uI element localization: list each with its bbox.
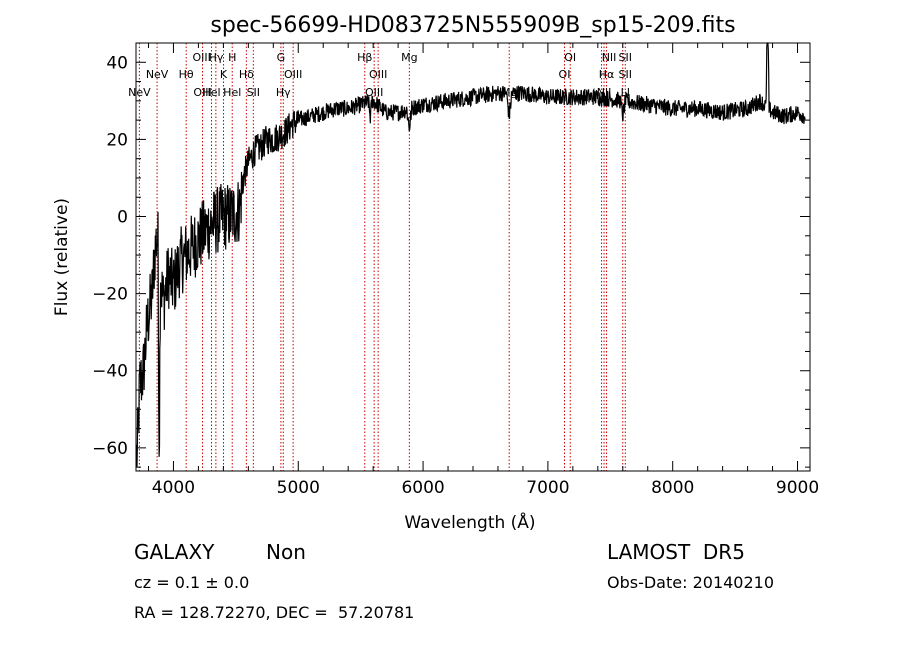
line-label: NII (602, 51, 617, 64)
x-tick-label: 9000 (776, 478, 819, 498)
line-label: Hβ (357, 51, 372, 64)
x-tick-label: 6000 (401, 478, 444, 498)
object-subclass: Non (266, 540, 306, 564)
redshift-readout: cz = 0.1 ± 0.0 (134, 573, 250, 592)
line-label: Hel (223, 86, 241, 99)
line-label: OIII (365, 86, 383, 99)
line-label: OIII (284, 68, 302, 81)
y-tick-label: −20 (92, 285, 128, 305)
line-label: Hel (202, 86, 220, 99)
chart-title: spec-56699-HD083725N555909B_sp15-209.fit… (210, 13, 735, 38)
line-label: Hθ (179, 68, 194, 81)
line-label: Hγ (276, 86, 291, 99)
x-tick-label: 7000 (526, 478, 569, 498)
y-tick-label: −60 (92, 439, 128, 459)
sky-coordinates: RA = 128.72270, DEC = 57.20781 (134, 603, 415, 622)
y-tick-label: 0 (117, 208, 128, 228)
line-label: OIII (192, 51, 210, 64)
line-label: SII (247, 86, 260, 99)
line-label: NeV (146, 68, 169, 81)
line-label: LI (621, 86, 630, 99)
line-label: SII (619, 68, 632, 81)
spectrum-trace (136, 42, 806, 468)
x-tick-label: 5000 (277, 478, 320, 498)
x-tick-label: 8000 (651, 478, 694, 498)
line-label: Mg (401, 51, 417, 64)
x-axis-label: Wavelength (Å) (404, 511, 535, 533)
survey-label: LAMOST DR5 (607, 540, 745, 564)
line-label: OI (559, 68, 571, 81)
line-label: Hα (599, 68, 615, 81)
y-axis-label: Flux (relative) (52, 198, 72, 316)
y-tick-label: 20 (106, 130, 128, 150)
line-label: SII (619, 51, 632, 64)
object-class: GALAXY (134, 540, 215, 564)
line-label: OIII (193, 86, 211, 99)
x-tick-label: 4000 (152, 478, 195, 498)
line-label: Hδ (239, 68, 254, 81)
line-label: Hγ (209, 51, 224, 64)
line-label: OI (564, 51, 576, 64)
line-label: NeV (128, 86, 151, 99)
observation-date: Obs-Date: 20140210 (607, 573, 775, 592)
y-tick-label: −40 (92, 362, 128, 382)
line-label: OIII (369, 68, 387, 81)
line-label: K (220, 68, 228, 81)
line-label: G (277, 51, 286, 64)
y-tick-label: 40 (106, 53, 128, 73)
line-label: H (228, 51, 236, 64)
